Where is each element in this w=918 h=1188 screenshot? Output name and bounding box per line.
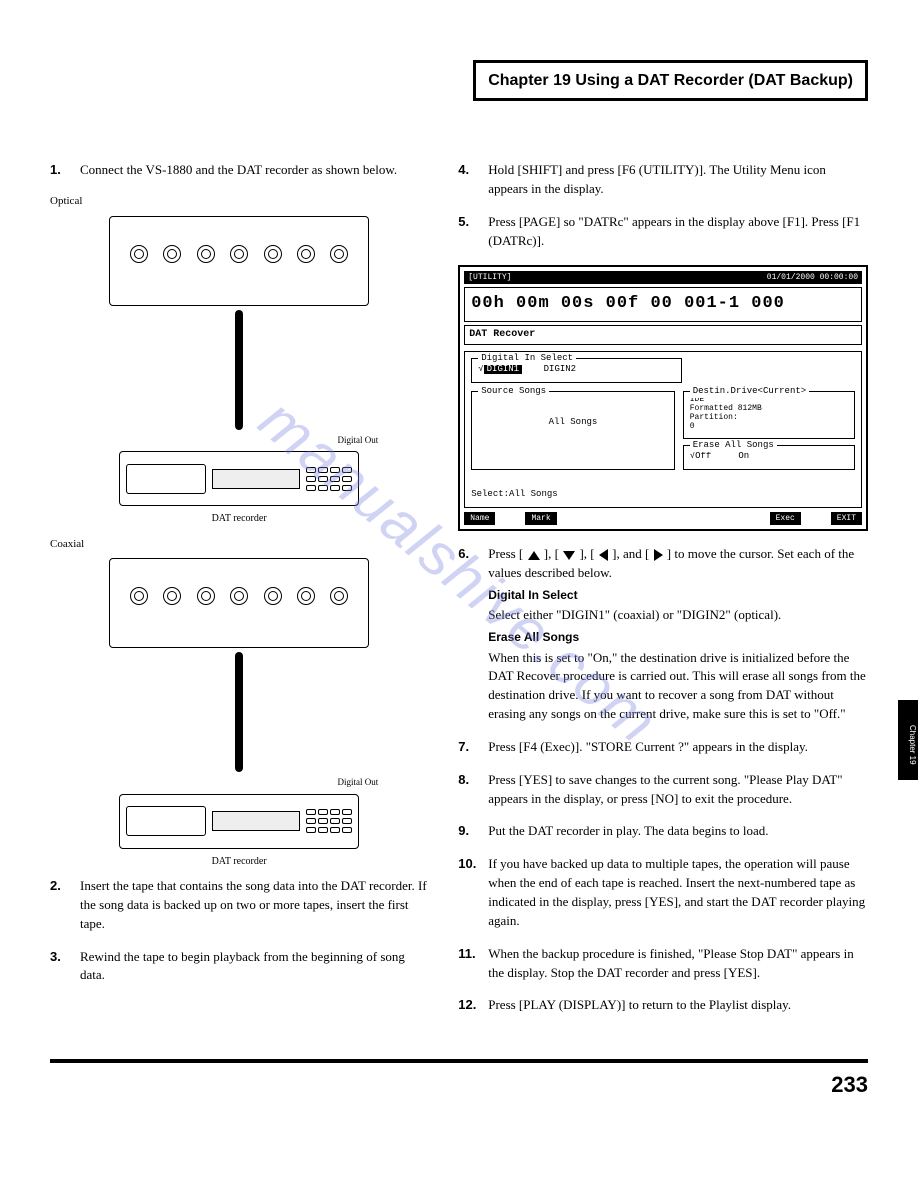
vs1880-back-panel xyxy=(109,216,369,306)
step-text: Connect the VS-1880 and the DAT recorder… xyxy=(80,161,428,180)
dat-recorder-unit-2 xyxy=(119,794,359,849)
step-text: Press [YES] to save changes to the curre… xyxy=(488,771,868,809)
btn-exit: EXIT xyxy=(831,512,862,526)
step-text: When the backup procedure is finished, "… xyxy=(488,945,868,983)
vs1880-back-panel-2 xyxy=(109,558,369,648)
digital-in-select-desc: Select either "DIGIN1" (coaxial) or "DIG… xyxy=(488,606,868,625)
step-text: Press [F4 (Exec)]. "STORE Current ?" app… xyxy=(488,738,868,757)
source-songs-box: Source Songs All Songs xyxy=(471,391,675,469)
left-column: 1. Connect the VS-1880 and the DAT recor… xyxy=(50,161,428,1029)
step-text: Press [PAGE] so "DATRc" appears in the d… xyxy=(488,213,868,251)
step-text: If you have backed up data to multiple t… xyxy=(488,855,868,930)
step-5: 5. Press [PAGE] so "DATRc" appears in th… xyxy=(458,213,868,251)
lcd-screen: [UTILITY] 01/01/2000 00:00:00 00h 00m 00… xyxy=(458,265,868,532)
step-number: 5. xyxy=(458,213,478,251)
step-12: 12. Press [PLAY (DISPLAY)] to return to … xyxy=(458,996,868,1015)
cursor-down-icon xyxy=(563,551,575,560)
digin1-option: DIGIN1 xyxy=(484,364,522,374)
dat-recorder-unit xyxy=(119,451,359,506)
digital-in-select-box: Digital In Select √DIGIN1 DIGIN2 xyxy=(471,358,682,383)
chapter-header: Chapter 19 Using a DAT Recorder (DAT Bac… xyxy=(473,60,868,101)
step-7: 7. Press [F4 (Exec)]. "STORE Current ?" … xyxy=(458,738,868,757)
right-column: 4. Hold [SHIFT] and press [F6 (UTILITY)]… xyxy=(458,161,868,1029)
digital-in-select-heading: Digital In Select xyxy=(488,587,868,604)
cursor-right-icon xyxy=(654,549,663,561)
coaxial-cable xyxy=(235,652,243,772)
optical-label: Optical xyxy=(50,194,428,210)
step-number: 10. xyxy=(458,855,478,930)
coaxial-diagram: Digital Out DAT recorder xyxy=(50,558,428,869)
step-10: 10. If you have backed up data to multip… xyxy=(458,855,868,930)
step-text: Hold [SHIFT] and press [F6 (UTILITY)]. T… xyxy=(488,161,868,199)
step-number: 3. xyxy=(50,948,70,986)
optical-diagram: Digital Out DAT recorder xyxy=(50,216,428,527)
step-number: 7. xyxy=(458,738,478,757)
btn-mark: Mark xyxy=(525,512,556,526)
dat-caption: DAT recorder xyxy=(212,512,267,527)
screen-top-right: 01/01/2000 00:00:00 xyxy=(767,272,858,284)
erase-all-songs-desc: When this is set to "On," the destinatio… xyxy=(488,649,868,724)
step-number: 1. xyxy=(50,161,70,180)
select-label: Select:All Songs xyxy=(471,488,855,501)
step-number: 9. xyxy=(458,822,478,841)
coaxial-label: Coaxial xyxy=(50,537,428,553)
step-text: Press [PLAY (DISPLAY)] to return to the … xyxy=(488,996,868,1015)
step-9: 9. Put the DAT recorder in play. The dat… xyxy=(458,822,868,841)
step-4: 4. Hold [SHIFT] and press [F6 (UTILITY)]… xyxy=(458,161,868,199)
erase-all-songs-box: Erase All Songs √Off On xyxy=(683,445,855,470)
step-3: 3. Rewind the tape to begin playback fro… xyxy=(50,948,428,986)
step-8: 8. Press [YES] to save changes to the cu… xyxy=(458,771,868,809)
step-6: 6. Press [ ], [ ], [ ], and [ ] to move … xyxy=(458,545,868,724)
cursor-up-icon xyxy=(528,551,540,560)
optical-cable xyxy=(235,310,243,430)
page-number: 233 xyxy=(831,1072,868,1097)
step-text: Put the DAT recorder in play. The data b… xyxy=(488,822,868,841)
step-number: 4. xyxy=(458,161,478,199)
step-text: Rewind the tape to begin playback from t… xyxy=(80,948,428,986)
step-number: 6. xyxy=(458,545,478,724)
dat-caption-2: DAT recorder xyxy=(212,855,267,870)
screen-top-left: [UTILITY] xyxy=(468,272,511,284)
digin2-option: DIGIN2 xyxy=(544,364,576,374)
step-number: 2. xyxy=(50,877,70,934)
cursor-left-icon xyxy=(599,549,608,561)
erase-all-songs-heading: Erase All Songs xyxy=(488,629,868,646)
time-display: 00h 00m 00s 00f 00 001-1 000 xyxy=(464,287,862,322)
step-11: 11. When the backup procedure is finishe… xyxy=(458,945,868,983)
digital-out-label-2: Digital Out xyxy=(337,776,378,789)
step-1: 1. Connect the VS-1880 and the DAT recor… xyxy=(50,161,428,180)
step-number: 12. xyxy=(458,996,478,1015)
side-tab: Chapter 19 xyxy=(898,700,918,780)
step-number: 8. xyxy=(458,771,478,809)
btn-name: Name xyxy=(464,512,495,526)
screen-title: DAT Recover xyxy=(464,325,862,346)
page-footer: 233 xyxy=(50,1059,868,1101)
btn-exec: Exec xyxy=(770,512,801,526)
digital-out-label: Digital Out xyxy=(337,434,378,447)
step-2: 2. Insert the tape that contains the son… xyxy=(50,877,428,934)
step-number: 11. xyxy=(458,945,478,983)
destination-drive-box: Destin.Drive<Current> IDE Formatted 812M… xyxy=(683,391,855,438)
step-text: Press [ ], [ ], [ ], and [ ] to move the… xyxy=(488,545,868,724)
step-text: Insert the tape that contains the song d… xyxy=(80,877,428,934)
